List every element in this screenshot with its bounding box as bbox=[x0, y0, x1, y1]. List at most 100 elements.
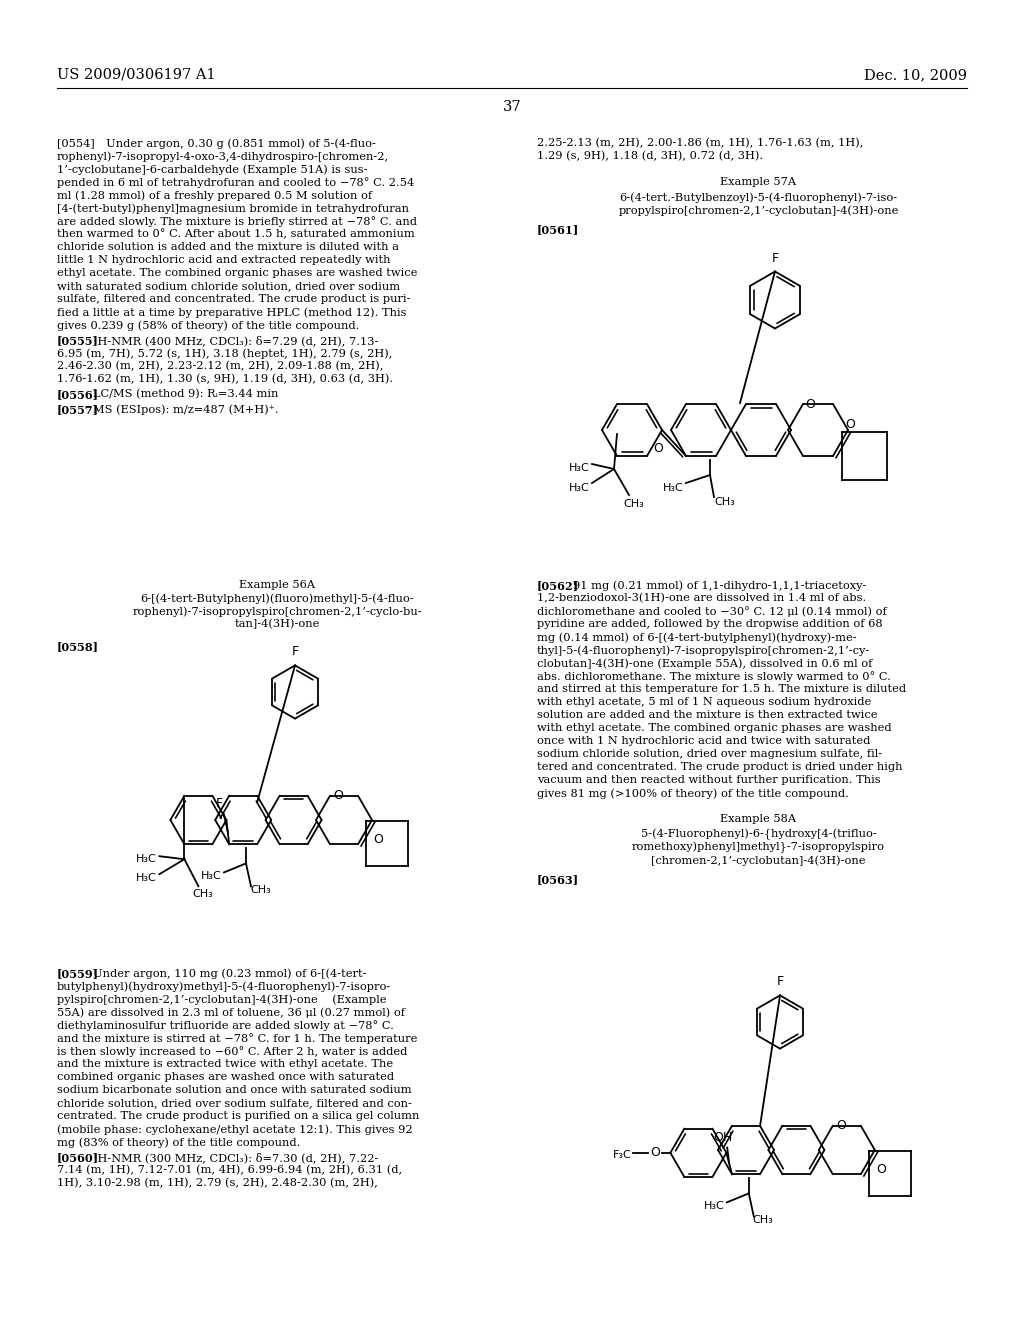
Text: CH₃: CH₃ bbox=[250, 886, 270, 895]
Text: diethylaminosulfur trifluoride are added slowly at −78° C.: diethylaminosulfur trifluoride are added… bbox=[57, 1020, 394, 1031]
Text: 6-[(4-tert-Butylphenyl)(fluoro)methyl]-5-(4-fluo-: 6-[(4-tert-Butylphenyl)(fluoro)methyl]-5… bbox=[140, 593, 414, 603]
Text: Example 57A: Example 57A bbox=[721, 177, 797, 187]
Text: with saturated sodium chloride solution, dried over sodium: with saturated sodium chloride solution,… bbox=[57, 281, 400, 290]
Text: chloride solution is added and the mixture is diluted with a: chloride solution is added and the mixtu… bbox=[57, 242, 399, 252]
Text: propylspiro[chromen-2,1’-cyclobutan]-4(3H)-one: propylspiro[chromen-2,1’-cyclobutan]-4(3… bbox=[618, 205, 899, 215]
Text: rophenyl)-7-isopropyl-4-oxo-3,4-dihydrospiro-[chromen-2,: rophenyl)-7-isopropyl-4-oxo-3,4-dihydros… bbox=[57, 150, 389, 161]
Text: fied a little at a time by preparative HPLC (method 12). This: fied a little at a time by preparative H… bbox=[57, 308, 407, 318]
Text: ml (1.28 mmol) of a freshly prepared 0.5 M solution of: ml (1.28 mmol) of a freshly prepared 0.5… bbox=[57, 190, 372, 201]
Text: 6-(4-tert.-Butylbenzoyl)-5-(4-fluorophenyl)-7-iso-: 6-(4-tert.-Butylbenzoyl)-5-(4-fluorophen… bbox=[620, 191, 898, 202]
Text: [0557]: [0557] bbox=[57, 404, 99, 414]
Text: clobutan]-4(3H)-one (Example 55A), dissolved in 0.6 ml of: clobutan]-4(3H)-one (Example 55A), disso… bbox=[537, 657, 872, 668]
Text: butylphenyl)(hydroxy)methyl]-5-(4-fluorophenyl)-7-isopro-: butylphenyl)(hydroxy)methyl]-5-(4-fluoro… bbox=[57, 981, 391, 991]
Text: (mobile phase: cyclohexane/ethyl acetate 12:1). This gives 92: (mobile phase: cyclohexane/ethyl acetate… bbox=[57, 1125, 413, 1135]
Text: ethyl acetate. The combined organic phases are washed twice: ethyl acetate. The combined organic phas… bbox=[57, 268, 418, 279]
Text: 1,2-benziodoxol-3(1H)-one are dissolved in 1.4 ml of abs.: 1,2-benziodoxol-3(1H)-one are dissolved … bbox=[537, 593, 866, 603]
Text: H₃C: H₃C bbox=[705, 1201, 725, 1212]
Text: and the mixture is extracted twice with ethyl acetate. The: and the mixture is extracted twice with … bbox=[57, 1059, 393, 1069]
Text: H₃C: H₃C bbox=[202, 871, 222, 882]
Text: H₃C: H₃C bbox=[135, 874, 157, 883]
Text: Under argon, 110 mg (0.23 mmol) of 6-[(4-tert-: Under argon, 110 mg (0.23 mmol) of 6-[(4… bbox=[93, 968, 367, 978]
Text: [0555]: [0555] bbox=[57, 335, 99, 346]
Text: 1H), 3.10-2.98 (m, 1H), 2.79 (s, 2H), 2.48-2.30 (m, 2H),: 1H), 3.10-2.98 (m, 1H), 2.79 (s, 2H), 2.… bbox=[57, 1177, 378, 1188]
Text: [0562]: [0562] bbox=[537, 579, 580, 591]
Text: 7.14 (m, 1H), 7.12-7.01 (m, 4H), 6.99-6.94 (m, 2H), 6.31 (d,: 7.14 (m, 1H), 7.12-7.01 (m, 4H), 6.99-6.… bbox=[57, 1166, 402, 1175]
Text: gives 0.239 g (58% of theory) of the title compound.: gives 0.239 g (58% of theory) of the tit… bbox=[57, 319, 359, 330]
Text: MS (ESIpos): m/z=487 (M+H)⁺.: MS (ESIpos): m/z=487 (M+H)⁺. bbox=[93, 404, 279, 414]
Text: [chromen-2,1’-cyclobutan]-4(3H)-one: [chromen-2,1’-cyclobutan]-4(3H)-one bbox=[651, 855, 865, 866]
Text: H₃C: H₃C bbox=[664, 483, 684, 492]
Text: rophenyl)-7-isopropylspiro[chromen-2,1’-cyclo-bu-: rophenyl)-7-isopropylspiro[chromen-2,1’-… bbox=[132, 606, 422, 616]
Text: H₃C: H₃C bbox=[135, 854, 157, 865]
Text: [0559]: [0559] bbox=[57, 968, 99, 979]
Text: sulfate, filtered and concentrated. The crude product is puri-: sulfate, filtered and concentrated. The … bbox=[57, 294, 411, 304]
Text: is then slowly increased to −60° C. After 2 h, water is added: is then slowly increased to −60° C. Afte… bbox=[57, 1045, 408, 1057]
Text: ¹H-NMR (300 MHz, CDCl₃): δ=7.30 (d, 2H), 7.22-: ¹H-NMR (300 MHz, CDCl₃): δ=7.30 (d, 2H),… bbox=[93, 1152, 379, 1163]
Text: mg (83% of theory) of the title compound.: mg (83% of theory) of the title compound… bbox=[57, 1137, 300, 1147]
Text: [0561]: [0561] bbox=[537, 224, 580, 235]
Text: and the mixture is stirred at −78° C. for 1 h. The temperature: and the mixture is stirred at −78° C. fo… bbox=[57, 1034, 418, 1044]
Text: pended in 6 ml of tetrahydrofuran and cooled to −78° C. 2.54: pended in 6 ml of tetrahydrofuran and co… bbox=[57, 177, 415, 187]
Text: 6.95 (m, 7H), 5.72 (s, 1H), 3.18 (heptet, 1H), 2.79 (s, 2H),: 6.95 (m, 7H), 5.72 (s, 1H), 3.18 (heptet… bbox=[57, 348, 392, 359]
Text: little 1 N hydrochloric acid and extracted repeatedly with: little 1 N hydrochloric acid and extract… bbox=[57, 255, 390, 265]
Text: H₃C: H₃C bbox=[569, 463, 590, 473]
Text: sodium chloride solution, dried over magnesium sulfate, fil-: sodium chloride solution, dried over mag… bbox=[537, 748, 882, 759]
Text: and stirred at this temperature for 1.5 h. The mixture is diluted: and stirred at this temperature for 1.5 … bbox=[537, 684, 906, 694]
Text: 5-(4-Fluorophenyl)-6-{hydroxy[4-(trifluo-: 5-(4-Fluorophenyl)-6-{hydroxy[4-(trifluo… bbox=[641, 829, 877, 841]
Text: mg (0.14 mmol) of 6-[(4-tert-butylphenyl)(hydroxy)-me-: mg (0.14 mmol) of 6-[(4-tert-butylphenyl… bbox=[537, 632, 857, 643]
Text: 2.46-2.30 (m, 2H), 2.23-2.12 (m, 2H), 2.09-1.88 (m, 2H),: 2.46-2.30 (m, 2H), 2.23-2.12 (m, 2H), 2.… bbox=[57, 360, 383, 371]
Text: Example 56A: Example 56A bbox=[239, 579, 315, 590]
Text: with ethyl acetate. The combined organic phases are washed: with ethyl acetate. The combined organic… bbox=[537, 723, 892, 733]
Text: CH₃: CH₃ bbox=[753, 1216, 773, 1225]
Text: [0556]: [0556] bbox=[57, 389, 99, 400]
Text: tan]-4(3H)-one: tan]-4(3H)-one bbox=[234, 619, 319, 630]
Text: solution are added and the mixture is then extracted twice: solution are added and the mixture is th… bbox=[537, 710, 878, 719]
Text: centrated. The crude product is purified on a silica gel column: centrated. The crude product is purified… bbox=[57, 1111, 420, 1121]
Text: O: O bbox=[876, 1163, 886, 1176]
Text: CH₃: CH₃ bbox=[714, 498, 735, 507]
Text: are added slowly. The mixture is briefly stirred at −78° C. and: are added slowly. The mixture is briefly… bbox=[57, 216, 417, 227]
Text: vacuum and then reacted without further purification. This: vacuum and then reacted without further … bbox=[537, 775, 881, 785]
Text: O: O bbox=[846, 418, 855, 432]
Text: F: F bbox=[292, 645, 299, 659]
Text: [0563]: [0563] bbox=[537, 874, 580, 884]
Text: [4-(tert-butyl)phenyl]magnesium bromide in tetrahydrofuran: [4-(tert-butyl)phenyl]magnesium bromide … bbox=[57, 203, 409, 214]
Text: O: O bbox=[650, 1146, 660, 1159]
Text: dichloromethane and cooled to −30° C. 12 μl (0.14 mmol) of: dichloromethane and cooled to −30° C. 12… bbox=[537, 606, 887, 616]
Text: 1.29 (s, 9H), 1.18 (d, 3H), 0.72 (d, 3H).: 1.29 (s, 9H), 1.18 (d, 3H), 0.72 (d, 3H)… bbox=[537, 150, 763, 161]
Text: O: O bbox=[333, 789, 343, 803]
Text: F₃C: F₃C bbox=[612, 1150, 631, 1160]
Text: once with 1 N hydrochloric acid and twice with saturated: once with 1 N hydrochloric acid and twic… bbox=[537, 737, 870, 746]
Text: romethoxy)phenyl]methyl}-7-isopropylspiro: romethoxy)phenyl]methyl}-7-isopropylspir… bbox=[632, 842, 885, 853]
Text: US 2009/0306197 A1: US 2009/0306197 A1 bbox=[57, 69, 216, 82]
Text: CH₃: CH₃ bbox=[623, 499, 644, 510]
Text: OH: OH bbox=[714, 1130, 733, 1143]
Text: pyridine are added, followed by the dropwise addition of 68: pyridine are added, followed by the drop… bbox=[537, 619, 883, 630]
Text: H₃C: H₃C bbox=[569, 483, 590, 492]
Text: combined organic phases are washed once with saturated: combined organic phases are washed once … bbox=[57, 1072, 394, 1082]
Text: ¹H-NMR (400 MHz, CDCl₃): δ=7.29 (d, 2H), 7.13-: ¹H-NMR (400 MHz, CDCl₃): δ=7.29 (d, 2H),… bbox=[93, 335, 379, 346]
Text: O: O bbox=[805, 397, 815, 411]
Text: thyl]-5-(4-fluorophenyl)-7-isopropylspiro[chromen-2,1’-cy-: thyl]-5-(4-fluorophenyl)-7-isopropylspir… bbox=[537, 645, 870, 656]
Text: [0554] Under argon, 0.30 g (0.851 mmol) of 5-(4-fluo-: [0554] Under argon, 0.30 g (0.851 mmol) … bbox=[57, 139, 376, 149]
Text: F: F bbox=[771, 252, 778, 264]
Text: pylspiro[chromen-2,1’-cyclobutan]-4(3H)-one    (Example: pylspiro[chromen-2,1’-cyclobutan]-4(3H)-… bbox=[57, 994, 386, 1005]
Text: 37: 37 bbox=[503, 100, 521, 114]
Text: [0558]: [0558] bbox=[57, 642, 99, 652]
Text: O: O bbox=[652, 442, 663, 455]
Text: Dec. 10, 2009: Dec. 10, 2009 bbox=[864, 69, 967, 82]
Text: with ethyl acetate, 5 ml of 1 N aqueous sodium hydroxide: with ethyl acetate, 5 ml of 1 N aqueous … bbox=[537, 697, 871, 708]
Text: Example 58A: Example 58A bbox=[721, 814, 797, 824]
Text: chloride solution, dried over sodium sulfate, filtered and con-: chloride solution, dried over sodium sul… bbox=[57, 1098, 412, 1107]
Text: gives 81 mg (>100% of theory) of the title compound.: gives 81 mg (>100% of theory) of the tit… bbox=[537, 788, 849, 799]
Text: 91 mg (0.21 mmol) of 1,1-dihydro-1,1,1-triacetoxy-: 91 mg (0.21 mmol) of 1,1-dihydro-1,1,1-t… bbox=[573, 579, 866, 590]
Text: CH₃: CH₃ bbox=[193, 890, 214, 899]
Text: 2.25-2.13 (m, 2H), 2.00-1.86 (m, 1H), 1.76-1.63 (m, 1H),: 2.25-2.13 (m, 2H), 2.00-1.86 (m, 1H), 1.… bbox=[537, 139, 863, 148]
Text: tered and concentrated. The crude product is dried under high: tered and concentrated. The crude produc… bbox=[537, 762, 902, 772]
Text: 1.76-1.62 (m, 1H), 1.30 (s, 9H), 1.19 (d, 3H), 0.63 (d, 3H).: 1.76-1.62 (m, 1H), 1.30 (s, 9H), 1.19 (d… bbox=[57, 374, 393, 384]
Text: F: F bbox=[216, 797, 223, 810]
Text: then warmed to 0° C. After about 1.5 h, saturated ammonium: then warmed to 0° C. After about 1.5 h, … bbox=[57, 228, 415, 240]
Text: abs. dichloromethane. The mixture is slowly warmed to 0° C.: abs. dichloromethane. The mixture is slo… bbox=[537, 671, 891, 682]
Text: sodium bicarbonate solution and once with saturated sodium: sodium bicarbonate solution and once wit… bbox=[57, 1085, 412, 1096]
Text: F: F bbox=[776, 975, 783, 989]
